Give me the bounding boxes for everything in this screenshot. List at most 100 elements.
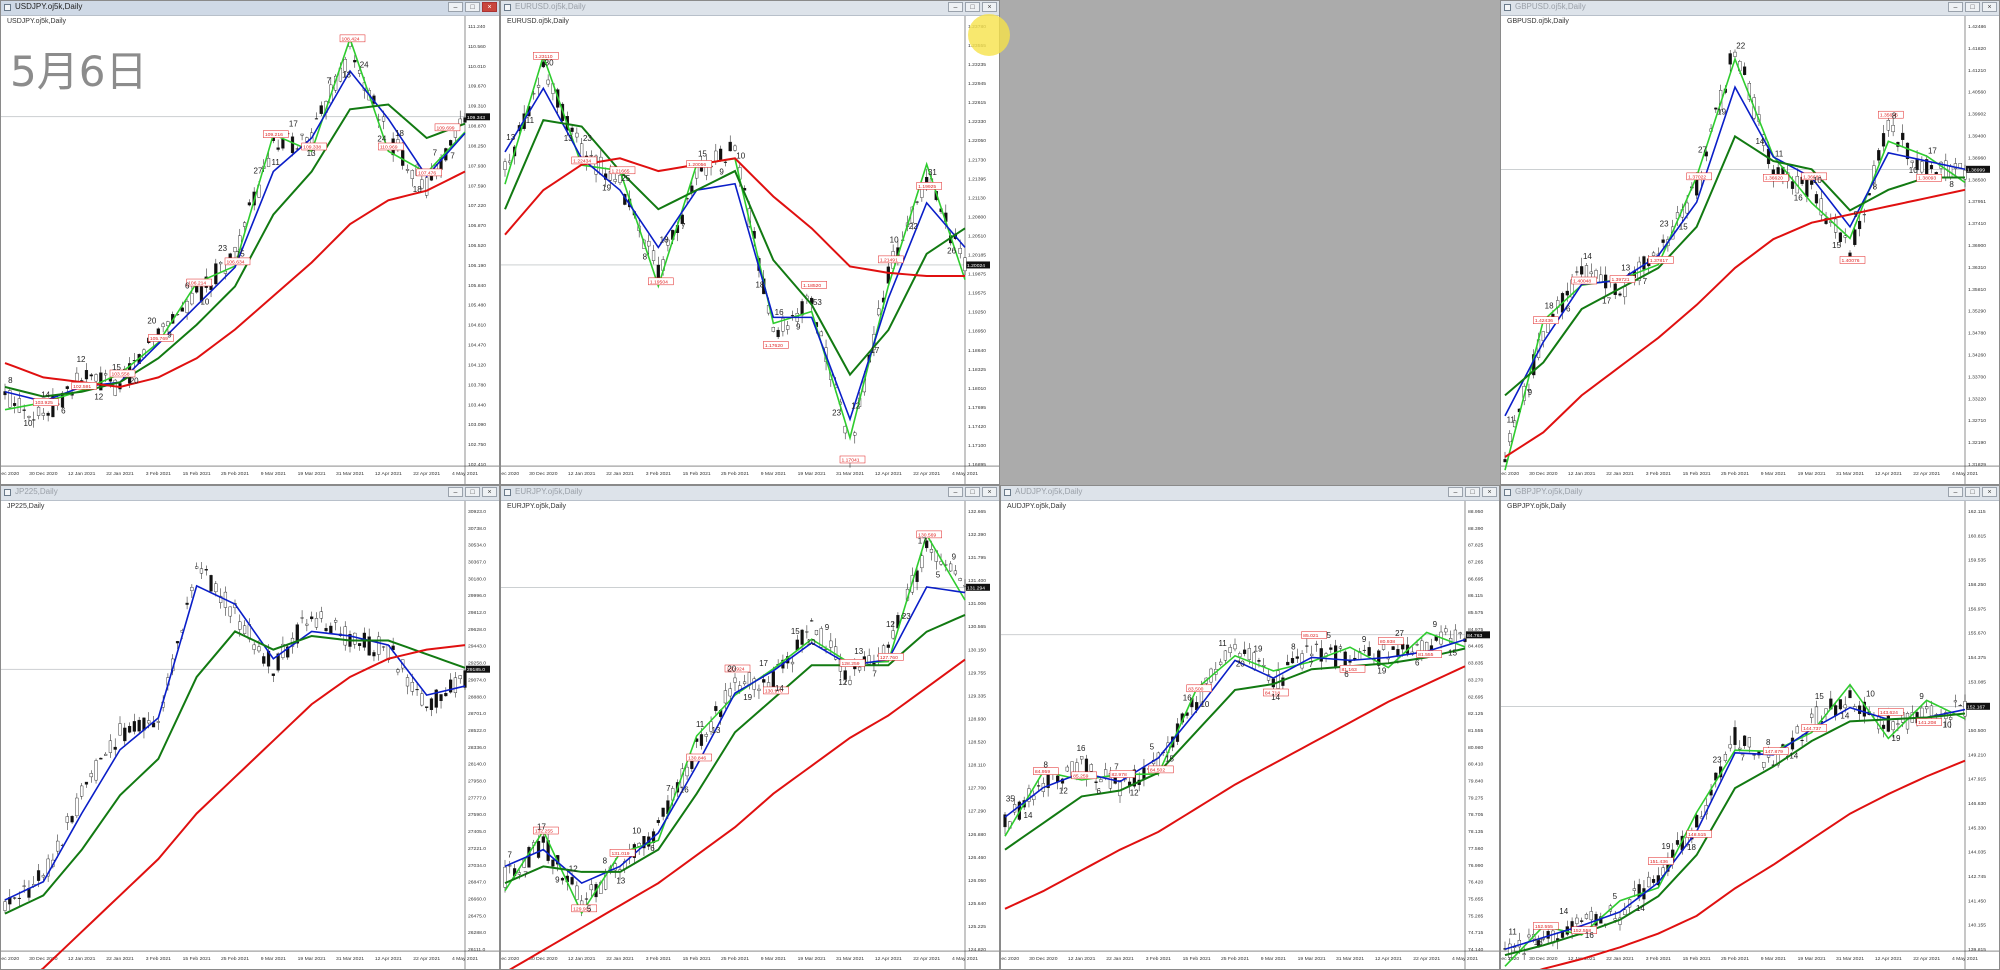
window-titlebar[interactable]: EURUSD.oj5k,Daily – □ ×	[501, 1, 999, 16]
chart-plot-area[interactable]: 111.240 110.560 110.010 109.670 109.310 108.8…	[1, 16, 499, 484]
minimize-button[interactable]: –	[1448, 487, 1463, 497]
x-tick-label: 9 Mar 2021	[761, 471, 786, 477]
close-button[interactable]: ×	[482, 487, 497, 497]
chart-plot-area[interactable]: 30923.0 30738.0 30534.0 30367.0 30180.0 29996…	[1, 501, 499, 969]
x-tick-label: 17 Dec 2020	[501, 471, 519, 477]
candle	[195, 566, 199, 569]
swing-bar-count: 15	[1165, 755, 1174, 764]
current-price-tag	[966, 261, 990, 269]
close-button[interactable]: ×	[1482, 487, 1497, 497]
chart-window-usdjpy[interactable]: USDJPY.oj5k,Daily – □ × 111.240 110.560 110.01…	[0, 0, 500, 485]
chart-plot-area[interactable]: 1.237801.235551.232351.229451.226151.223…	[501, 16, 999, 484]
y-tick-label: 1.33700	[1968, 374, 1986, 380]
chart-plot-area[interactable]: 88.950 88.390 87.825 87.265 86.695 86.115 85.5…	[1001, 501, 1499, 969]
close-button[interactable]: ×	[1982, 487, 1997, 497]
chart-svg: 1.237801.235551.232351.229451.226151.223…	[501, 16, 999, 484]
candle	[439, 694, 443, 702]
window-titlebar[interactable]: GBPUSD.oj5k,Daily – □ ×	[1501, 1, 1999, 16]
minimize-button[interactable]: –	[1948, 487, 1963, 497]
close-button[interactable]: ×	[1982, 2, 1997, 12]
close-button[interactable]: ×	[482, 2, 497, 12]
swing-bar-count: 35	[1006, 795, 1015, 804]
maximize-button[interactable]: □	[965, 2, 980, 12]
chart-svg: 111.240 110.560 110.010 109.670 109.310 108.8…	[1, 16, 499, 484]
candle	[1733, 727, 1737, 745]
chart-symbol-label: EURUSD.oj5k,Daily	[507, 18, 569, 25]
slow-ma-line	[504, 157, 965, 278]
window-titlebar[interactable]: USDJPY.oj5k,Daily – □ ×	[1, 1, 499, 16]
window-titlebar[interactable]: GBPJPY.oj5k,Daily – □ ×	[1501, 486, 1999, 501]
chart-plot-area[interactable]: 132.665 132.390 131.795 131.400 131.006 130.5…	[501, 501, 999, 969]
x-tick-label: 12 Apr 2021	[375, 956, 402, 962]
swing-bar-count: 23	[1713, 755, 1722, 764]
candle	[661, 807, 665, 817]
swing-price-label: 1.40048	[1573, 279, 1591, 285]
chart-window-gbpjpy[interactable]: GBPJPY.oj5k,Daily – □ × 162.115 160.815 159.53…	[1500, 485, 2000, 970]
candle	[1338, 646, 1343, 649]
y-tick-label: 103.780	[468, 382, 486, 388]
y-tick-label: 131.400	[968, 578, 986, 584]
close-button[interactable]: ×	[982, 487, 997, 497]
minimize-button[interactable]: –	[948, 2, 963, 12]
x-tick-label: 30 Dec 2020	[529, 471, 558, 477]
chart-plot-area[interactable]: 162.115 160.815 159.535 158.250 156.975 155.6…	[1501, 501, 1999, 969]
candle	[920, 555, 924, 569]
y-tick-label: 1.20510	[968, 233, 986, 239]
minimize-button[interactable]: –	[1948, 2, 1963, 12]
minimize-button[interactable]: –	[948, 487, 963, 497]
candle	[656, 820, 660, 823]
candle	[271, 673, 275, 676]
x-tick-label: 9 Mar 2021	[1761, 956, 1786, 962]
chart-symbol-label: AUDJPY.oj5k,Daily	[1007, 503, 1067, 510]
maximize-button[interactable]: □	[1465, 487, 1480, 497]
chart-window-eurjpy[interactable]: EURJPY.oj5k,Daily – □ × 132.665 132.390 131.79…	[500, 485, 1000, 970]
slow-ma-line	[4, 170, 466, 388]
swing-bar-count: 11	[1775, 149, 1784, 158]
candle	[1901, 132, 1905, 140]
chart-icon	[1504, 489, 1511, 496]
swing-price-label-box	[301, 142, 327, 151]
maximize-button[interactable]: □	[465, 2, 480, 12]
y-tick-label: 126.880	[968, 832, 986, 838]
y-tick-label: 129.755	[968, 670, 986, 676]
minimize-button[interactable]: –	[448, 487, 463, 497]
close-button[interactable]: ×	[982, 2, 997, 12]
y-tick-label: 27034.0	[468, 863, 486, 869]
y-tick-label: 104.120	[468, 362, 486, 368]
maximize-button[interactable]: □	[965, 487, 980, 497]
candle	[405, 677, 410, 687]
chart-window-jp225[interactable]: JP225,Daily – □ × 30923.0 30738.0 30534.0 30367…	[0, 485, 500, 970]
chart-window-audjpy[interactable]: AUDJPY.oj5k,Daily – □ × 88.950 88.390 87.825 87…	[1000, 485, 1500, 970]
maximize-button[interactable]: □	[1965, 2, 1980, 12]
x-tick-label: 9 Mar 2021	[1761, 471, 1786, 477]
chart-window-eurusd[interactable]: EURUSD.oj5k,Daily–□×1.237801.235551.2323…	[500, 0, 1000, 485]
chart-plot-area[interactable]: 1.42486 1.41820 1.41210 1.40560 1.39902 1.394…	[1501, 16, 1999, 484]
window-title: GBPUSD.oj5k,Daily	[1515, 2, 1586, 11]
candle	[1695, 179, 1699, 196]
swing-bar-count: 20	[130, 377, 139, 386]
zigzag-line	[504, 532, 966, 915]
candle	[1290, 658, 1295, 664]
window-titlebar[interactable]: EURJPY.oj5k,Daily – □ ×	[501, 486, 999, 501]
maximize-button[interactable]: □	[465, 487, 480, 497]
y-tick-label: 1.18950	[968, 329, 986, 335]
minimize-button[interactable]: –	[448, 2, 463, 12]
y-tick-label: 30534.0	[468, 543, 486, 549]
candle	[1142, 767, 1146, 780]
candle	[1742, 735, 1747, 746]
candle	[1118, 780, 1122, 797]
chart-window-gbpusd[interactable]: GBPUSD.oj5k,Daily – □ × 1.42486 1.41820 1.4121…	[1500, 0, 2000, 485]
x-tick-label: 3 Feb 2021	[1646, 956, 1671, 962]
y-tick-label: 107.930	[468, 163, 486, 169]
candle	[262, 656, 266, 664]
swing-price-label: 80.938	[1380, 639, 1395, 645]
candle	[810, 620, 814, 622]
candle	[752, 678, 756, 690]
window-titlebar[interactable]: AUDJPY.oj5k,Daily – □ ×	[1001, 486, 1499, 501]
window-titlebar[interactable]: JP225,Daily – □ ×	[1, 486, 499, 501]
mid-ma-line	[504, 119, 966, 377]
swing-price-label-box	[1916, 174, 1942, 182]
candle	[886, 266, 890, 284]
x-tick-label: 19 Mar 2021	[798, 471, 826, 477]
maximize-button[interactable]: □	[1965, 487, 1980, 497]
